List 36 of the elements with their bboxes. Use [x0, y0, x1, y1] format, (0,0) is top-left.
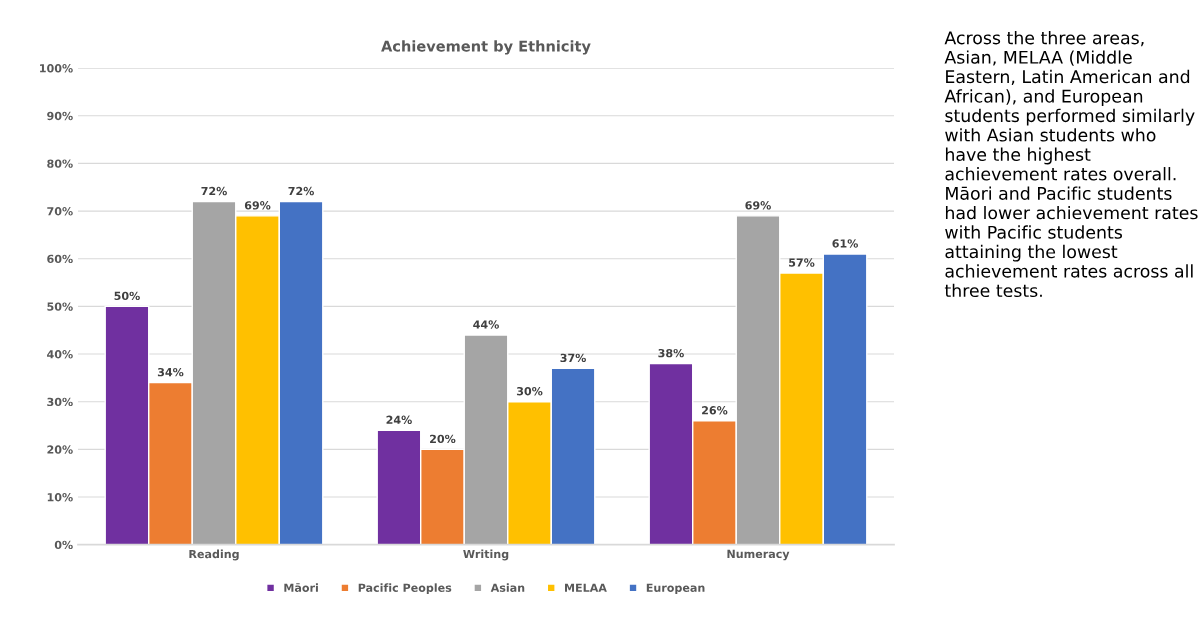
y-tick-label: 80% — [47, 159, 73, 168]
text: 44% — [473, 320, 499, 329]
y-tick-label: 40% — [47, 350, 73, 359]
text: 69% — [745, 201, 771, 210]
y-tick-label: 60% — [47, 254, 73, 264]
text: 50% — [114, 291, 140, 301]
text: 26% — [702, 406, 728, 415]
y-tick-label: 20% — [47, 445, 73, 454]
text: 57% — [789, 258, 815, 267]
text: 20% — [430, 434, 456, 444]
text: 69% — [244, 201, 271, 210]
text: 30% — [516, 387, 543, 396]
legend-label: Asian — [490, 583, 525, 592]
text: 24% — [386, 415, 412, 425]
text: Across the three areas, Asian, MELAA (Middle Eastern, Latin American and African), and European students performed similarly with Asian students who have the highest achievement rates overall. Māori and Pacific students had lower achievement rates with Pacific students attaining the lowest achievement rates across all three tests. — [944, 30, 1198, 298]
y-tick-label: 30% — [47, 397, 73, 407]
y-tick-label: 0% — [54, 540, 73, 550]
chart-title: Achievement by Ethnicity — [381, 40, 591, 55]
legend-label: Māori — [284, 583, 318, 592]
text: 72% — [288, 186, 314, 196]
y-tick-label: 70% — [47, 207, 73, 216]
y-tick-label: 90% — [47, 111, 73, 121]
x-tick-label: Reading — [189, 549, 239, 561]
text: 61% — [832, 239, 858, 248]
legend-label: European — [646, 583, 705, 595]
legend-label: Pacific Peoples — [358, 583, 452, 595]
text: 72% — [201, 186, 227, 196]
text: 38% — [658, 348, 684, 358]
y-tick-label: 50% — [47, 302, 73, 311]
y-tick-label: 10% — [47, 493, 73, 502]
text: 34% — [157, 367, 184, 377]
text: 37% — [560, 353, 586, 363]
x-tick-label: Writing — [463, 549, 509, 561]
x-tick-label: Numeracy — [727, 549, 790, 561]
y-tick-label: 100% — [40, 64, 73, 73]
legend-label: MELAA — [565, 583, 607, 592]
